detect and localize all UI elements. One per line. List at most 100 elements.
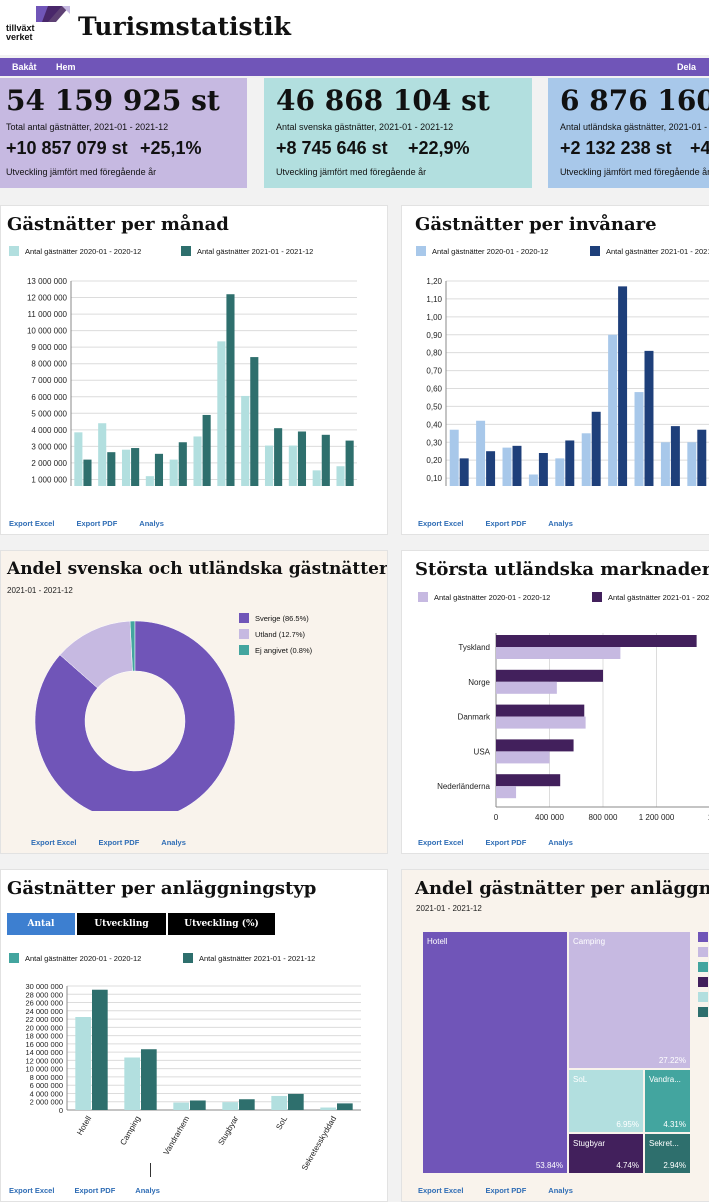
x-tick-label: 800 000: [589, 813, 618, 822]
treemap-pct: 6.95%: [616, 1120, 639, 1129]
legend-item-2021[interactable]: Antal gästnätter 2021-01 - 2021: [592, 592, 709, 602]
x-tick-label: 1: [708, 813, 709, 822]
kpi-compare: Utveckling jämfört med föregående år: [560, 167, 709, 177]
text-cursor: [150, 1163, 151, 1177]
logo[interactable]: tillväxt verket: [6, 6, 76, 42]
export-pdf-link[interactable]: Export PDF: [485, 838, 527, 847]
per-capita-bar-chart[interactable]: 0,000,100,200,300,400,500,600,700,800,90…: [402, 206, 709, 486]
legend-swatch: [239, 613, 249, 623]
kpi-label: Total antal gästnätter, 2021-01 - 2021-1…: [6, 122, 169, 132]
header: tillväxt verket Turismstatistik: [0, 0, 709, 55]
treemap-cell-sol[interactable]: SoL 6.95%: [569, 1070, 643, 1132]
export-excel-link[interactable]: Export Excel: [31, 838, 77, 847]
bar-camping-2020: [124, 1057, 140, 1110]
legend-item-utland[interactable]: Utland (12.7%): [239, 629, 305, 639]
bar-tyskland-2020: [496, 647, 621, 659]
kpi-card-total: 54 159 925 st Total antal gästnätter, 20…: [0, 78, 247, 188]
export-excel-link[interactable]: Export Excel: [9, 519, 55, 528]
treemap-label: Hotell: [427, 937, 448, 946]
legend-label: Utland (12.7%): [255, 629, 306, 639]
y-tick-label: 10 000 000: [25, 1065, 63, 1074]
logo-text-line1: tillväxt: [6, 23, 35, 33]
legend-item-2020[interactable]: Antal gästnätter 2020-01 - 2020-12: [418, 592, 550, 602]
bar-usa-2021: [496, 739, 574, 752]
bar-norge-2020: [496, 681, 557, 694]
export-excel-link[interactable]: Export Excel: [9, 1186, 55, 1195]
treemap-label: Camping: [573, 937, 606, 946]
treemap-pct: 4.74%: [616, 1161, 639, 1170]
bar-apr-2021: [538, 453, 548, 486]
kpi-pct: +22,9%: [408, 138, 470, 158]
x-tick-label: 400 000: [535, 813, 564, 822]
treemap-cell-vandrarhem[interactable]: Vandra... 4.31%: [645, 1070, 690, 1132]
back-link[interactable]: Bakåt: [12, 62, 37, 72]
tab-antal[interactable]: Antal: [7, 913, 75, 935]
kpi-compare: Utveckling jämfört med föregående år: [276, 167, 427, 177]
export-pdf-link[interactable]: Export PDF: [76, 519, 118, 528]
panel-title: Andel gästnätter per anläggningstyp: [415, 878, 709, 899]
bar-jan-2020: [449, 429, 459, 486]
analys-link[interactable]: Analys: [135, 1186, 160, 1195]
bar-sep-2020: [660, 442, 670, 486]
y-tick-label: 12 000 000: [27, 294, 68, 303]
treemap-cell-hotell[interactable]: Hotell 53.84%: [423, 932, 567, 1173]
treemap-cell-sekretesskyddad[interactable]: Sekret... 2.94%: [645, 1134, 690, 1173]
legend-item-2021[interactable]: Antal gästnätter 2021-01 - 2021-12: [183, 953, 315, 963]
tab-utveckling-procent[interactable]: Utveckling (%): [168, 913, 275, 935]
analys-link[interactable]: Analys: [139, 519, 164, 528]
legend-item-2020[interactable]: Antal gästnätter 2020-01 - 2020-12: [9, 953, 141, 963]
kpi-delta: +10 857 079 st: [6, 138, 128, 158]
bar-sep-2020: [264, 445, 274, 486]
export-pdf-link[interactable]: Export PDF: [98, 838, 140, 847]
kpi-compare: Utveckling jämfört med föregående år: [6, 167, 157, 177]
y-tick-label: 9 000 000: [31, 343, 67, 352]
treemap-cell-camping[interactable]: Camping 27.22%: [569, 932, 690, 1068]
export-pdf-link[interactable]: Export PDF: [485, 1186, 527, 1195]
y-tick-label: 1,10: [426, 295, 442, 304]
legend-item-sverige[interactable]: Sverige (86.5%): [239, 613, 309, 623]
y-tick-label: Nederländerna: [437, 782, 490, 791]
treemap-cell-stugbyar[interactable]: Stugbyar 4.74%: [569, 1134, 643, 1173]
x-tick-label: Stugbyar: [216, 1114, 240, 1147]
export-pdf-link[interactable]: Export PDF: [485, 519, 527, 528]
legend-swatch: [418, 592, 428, 602]
tab-utveckling[interactable]: Utveckling: [77, 913, 166, 935]
export-excel-link[interactable]: Export Excel: [418, 519, 464, 528]
panel-treemap: Andel gästnätter per anläggningstyp 2021…: [401, 869, 709, 1202]
analys-link[interactable]: Analys: [548, 1186, 573, 1195]
y-tick-label: 5 000 000: [31, 409, 67, 418]
bar-feb-2021: [107, 452, 116, 486]
markets-bar-chart[interactable]: 0 400 000 800 000 1 200 000 1 Tyskland Norge Da…: [402, 551, 709, 831]
legend-item-2020[interactable]: Antal gästnätter 2020-01 - 2020-12: [416, 246, 548, 256]
legend-item-2020[interactable]: Antal gästnätter 2020-01 - 2020-12: [9, 246, 141, 256]
y-tick-label: 20 000 000: [25, 1023, 63, 1032]
export-links: Export Excel Export PDF Analys: [418, 838, 573, 847]
analys-link[interactable]: Analys: [548, 838, 573, 847]
share-link[interactable]: Dela: [677, 62, 697, 72]
analys-link[interactable]: Analys: [548, 519, 573, 528]
treemap-pct: 27.22%: [658, 1056, 686, 1065]
bar-apr-2021: [154, 453, 164, 486]
export-excel-link[interactable]: Export Excel: [418, 1186, 464, 1195]
home-link[interactable]: Hem: [56, 62, 76, 72]
bar-vandrarhem-2020: [173, 1102, 189, 1110]
legend-item-2021[interactable]: Antal gästnätter 2021-01 - 2021-12: [181, 246, 313, 256]
legend-item-ej-angivet[interactable]: Ej angivet (0.8%): [239, 645, 312, 655]
legend-item-2021[interactable]: Antal gästnätter 2021-01 - 2021-12: [590, 246, 709, 256]
bar-sep-2021: [670, 426, 680, 486]
analys-link[interactable]: Analys: [161, 838, 186, 847]
bar-jan-2021: [83, 459, 92, 486]
legend-swatch: [239, 645, 249, 655]
export-excel-link[interactable]: Export Excel: [418, 838, 464, 847]
share-donut-chart[interactable]: [1, 551, 387, 811]
bar-camping-2021: [141, 1049, 157, 1110]
bar-mar-2021: [131, 448, 140, 486]
bar-aug-2021: [644, 350, 654, 486]
y-tick-label: 1,20: [426, 277, 442, 286]
export-links: Export Excel Export PDF Analys: [31, 838, 186, 847]
y-tick-label: 11 000 000: [28, 310, 68, 319]
export-pdf-link[interactable]: Export PDF: [74, 1186, 116, 1195]
bar-sep-2021: [274, 428, 283, 486]
